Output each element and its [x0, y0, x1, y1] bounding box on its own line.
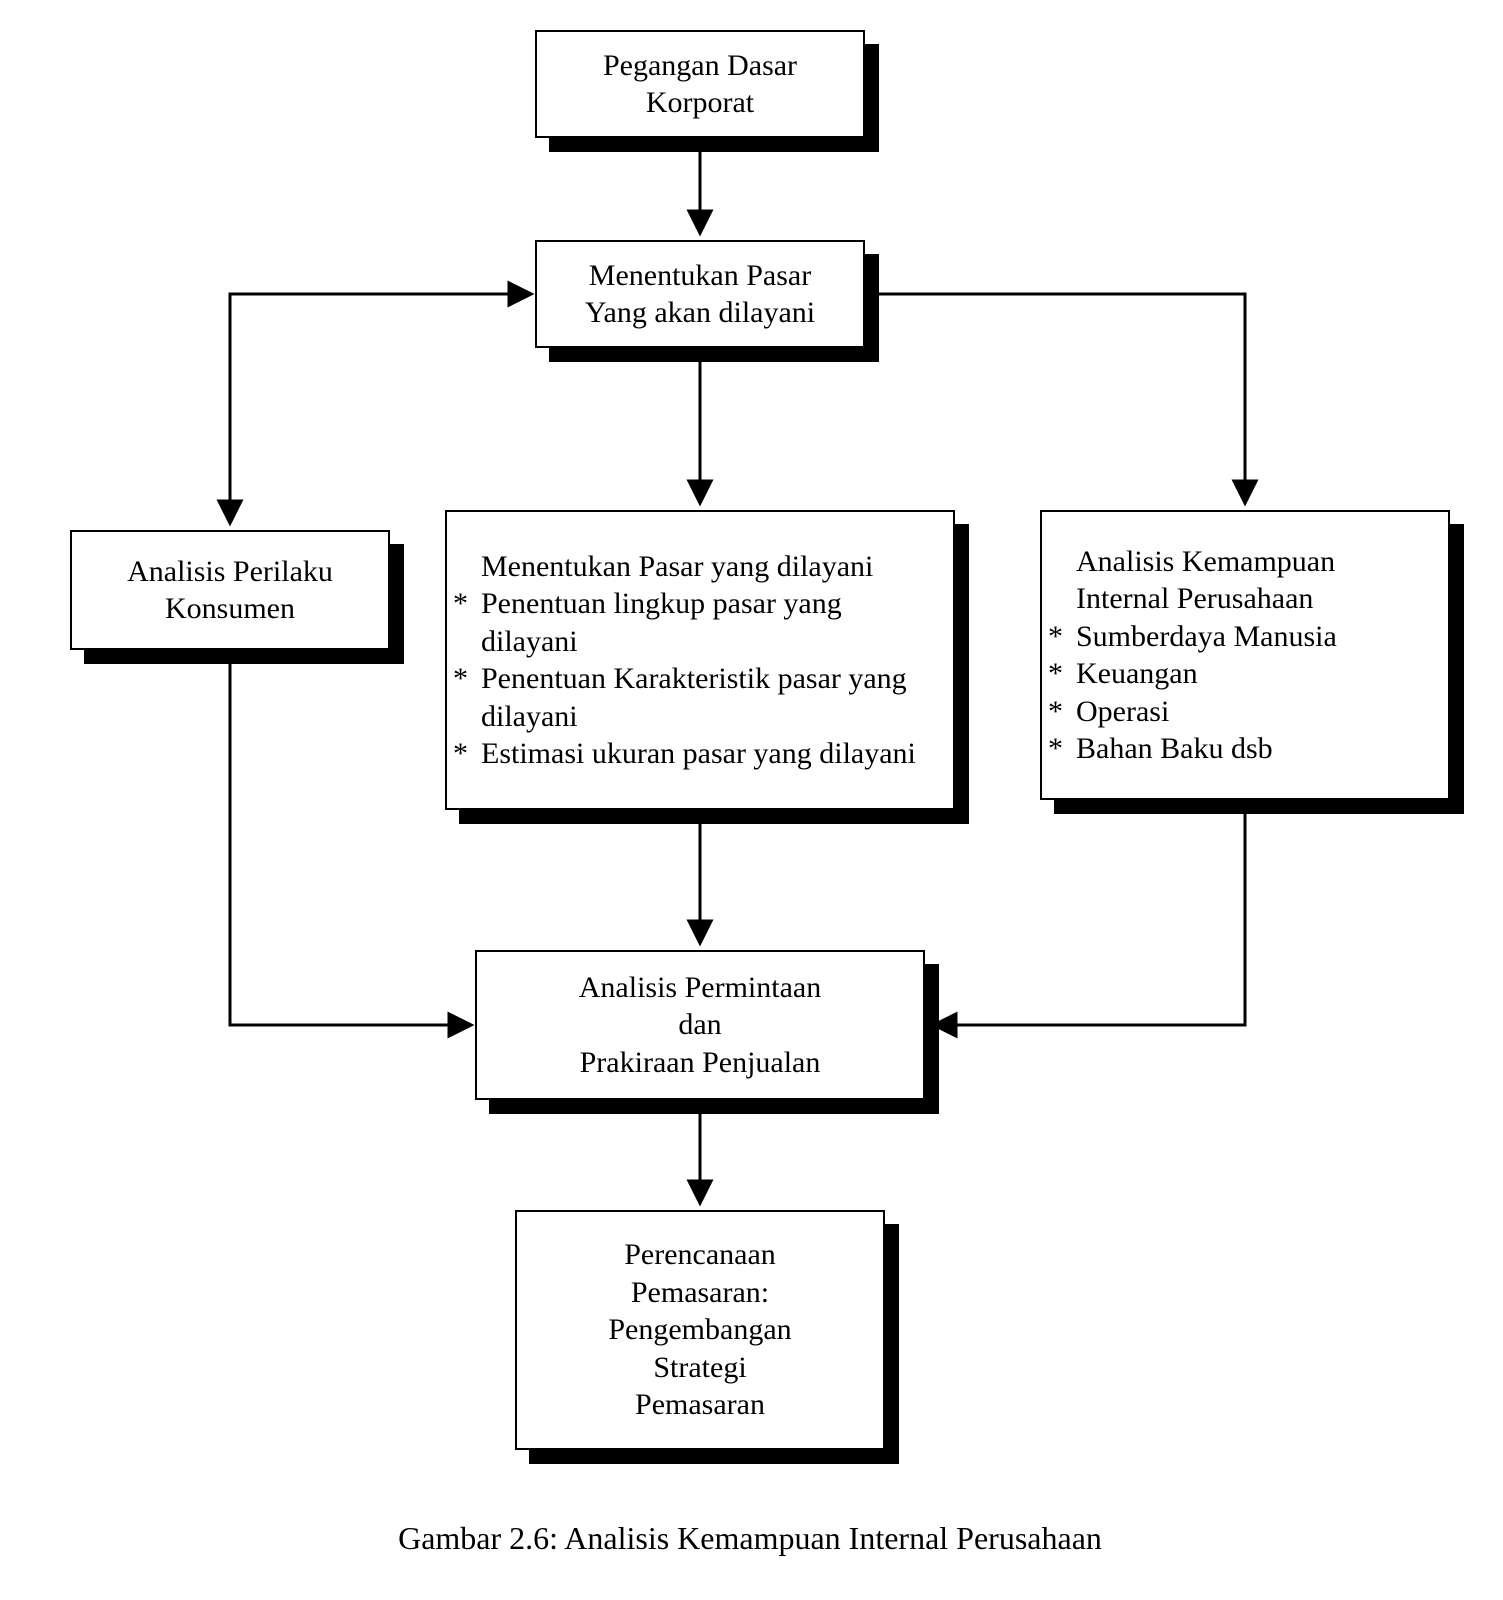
bullet-item: *Sumberdaya Manusia — [1042, 618, 1448, 656]
bullet-text: Keuangan — [1076, 655, 1438, 693]
text-line: Analisis Permintaan — [477, 969, 923, 1007]
bullet-text: Operasi — [1076, 693, 1438, 731]
bullet-text: Penentuan Karakteristik pasar yang dilay… — [481, 660, 943, 735]
text-line: Yang akan dilayani — [537, 294, 863, 332]
node-text: Menentukan PasarYang akan dilayani — [537, 257, 863, 332]
node-text: Menentukan Pasar yang dilayani*Penentuan… — [447, 548, 953, 773]
node-n2: Menentukan PasarYang akan dilayani — [535, 240, 879, 362]
node-box: Pegangan DasarKorporat — [535, 30, 865, 138]
node-n5: Analisis KemampuanInternal Perusahaan*Su… — [1040, 510, 1464, 814]
bullet-marker: * — [1048, 730, 1076, 768]
text-line: Perencanaan — [517, 1236, 883, 1274]
node-n4: Menentukan Pasar yang dilayani*Penentuan… — [445, 510, 969, 824]
bullet-text: Estimasi ukuran pasar yang dilayani — [481, 735, 943, 773]
text-line: dan — [477, 1006, 923, 1044]
bullet-item: *Keuangan — [1042, 655, 1448, 693]
edge-e4 — [870, 294, 1245, 502]
node-text: Analisis PerilakuKonsumen — [72, 553, 388, 628]
node-text: PerencanaanPemasaran:PengembanganStrateg… — [517, 1236, 883, 1424]
bullet-item: *Penentuan Karakteristik pasar yang dila… — [447, 660, 953, 735]
bullet-marker: * — [453, 735, 481, 773]
node-n3: Analisis PerilakuKonsumen — [70, 530, 404, 664]
bullet-item: *Estimasi ukuran pasar yang dilayani — [447, 735, 953, 773]
node-text: Analisis KemampuanInternal Perusahaan*Su… — [1042, 543, 1448, 768]
text-line: Konsumen — [72, 590, 388, 628]
node-n7: PerencanaanPemasaran:PengembanganStrateg… — [515, 1210, 899, 1464]
bullet-text: Bahan Baku dsb — [1076, 730, 1438, 768]
node-box: Menentukan PasarYang akan dilayani — [535, 240, 865, 348]
text-line: Korporat — [537, 84, 863, 122]
text-line: Pegangan Dasar — [537, 47, 863, 85]
bullet-marker: * — [1048, 693, 1076, 731]
edge-e7 — [935, 814, 1245, 1025]
text-line: Menentukan Pasar — [537, 257, 863, 295]
node-box: Analisis PerilakuKonsumen — [70, 530, 390, 650]
node-title-line: Internal Perusahaan — [1042, 580, 1448, 618]
node-title: Menentukan Pasar yang dilayani — [447, 548, 953, 586]
bullet-item: *Bahan Baku dsb — [1042, 730, 1448, 768]
edge-e6 — [230, 664, 470, 1025]
text-line: Pengembangan — [517, 1311, 883, 1349]
bullet-item: *Penentuan lingkup pasar yang dilayani — [447, 585, 953, 660]
text-line: Pemasaran — [517, 1386, 883, 1424]
node-text: Pegangan DasarKorporat — [537, 47, 863, 122]
bullet-marker: * — [1048, 618, 1076, 656]
node-n6: Analisis PermintaandanPrakiraan Penjuala… — [475, 950, 939, 1114]
text-line: Analisis Perilaku — [72, 553, 388, 591]
edge-e3 — [230, 294, 530, 522]
text-line: Pemasaran: — [517, 1274, 883, 1312]
node-box: PerencanaanPemasaran:PengembanganStrateg… — [515, 1210, 885, 1450]
node-text: Analisis PermintaandanPrakiraan Penjuala… — [477, 969, 923, 1082]
bullet-marker: * — [453, 660, 481, 698]
node-box: Analisis PermintaandanPrakiraan Penjuala… — [475, 950, 925, 1100]
figure-caption: Gambar 2.6: Analisis Kemampuan Internal … — [300, 1520, 1200, 1557]
bullet-text: Penentuan lingkup pasar yang dilayani — [481, 585, 943, 660]
bullet-text: Sumberdaya Manusia — [1076, 618, 1438, 656]
text-line: Strategi — [517, 1349, 883, 1387]
flowchart-canvas: Gambar 2.6: Analisis Kemampuan Internal … — [0, 0, 1503, 1600]
bullet-marker: * — [453, 585, 481, 623]
bullet-marker: * — [1048, 655, 1076, 693]
node-box: Menentukan Pasar yang dilayani*Penentuan… — [445, 510, 955, 810]
bullet-item: *Operasi — [1042, 693, 1448, 731]
node-title-line: Analisis Kemampuan — [1042, 543, 1448, 581]
node-box: Analisis KemampuanInternal Perusahaan*Su… — [1040, 510, 1450, 800]
text-line: Prakiraan Penjualan — [477, 1044, 923, 1082]
node-n1: Pegangan DasarKorporat — [535, 30, 879, 152]
